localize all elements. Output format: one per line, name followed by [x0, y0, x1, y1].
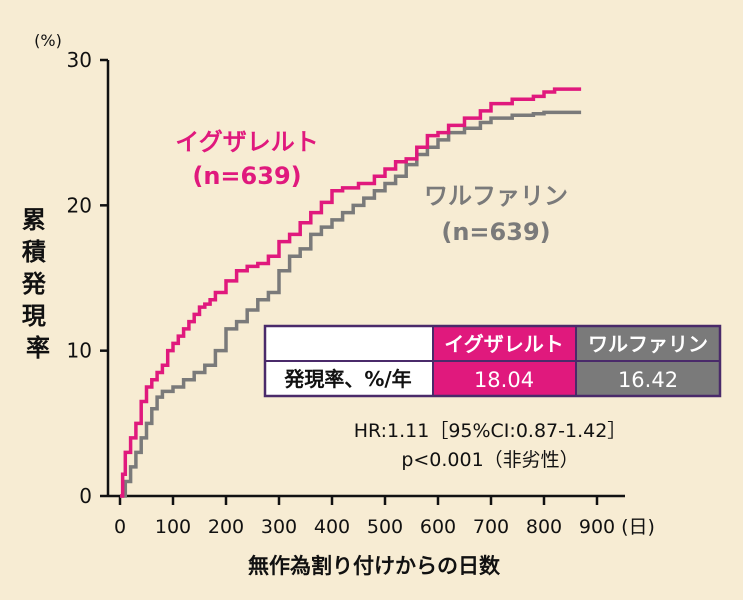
- x-ticks: 0 100 200 300 400 500 600 700 800 900: [114, 496, 615, 538]
- x-tick-label: 800: [526, 516, 562, 538]
- x-axis-label: 無作為割り付けからの日数: [248, 554, 501, 578]
- series-line-xarelto: [120, 87, 582, 498]
- series-n-warfarin: (n=639): [441, 218, 550, 246]
- series-label-warfarin: ワルファリン: [424, 182, 568, 210]
- table-row-label: 発現率、%/年: [283, 367, 411, 391]
- y-tick-label: 30: [67, 48, 92, 72]
- x-tick-label: 900: [579, 516, 615, 538]
- incidence-table: イグザレルト ワルファリン 発現率、%/年 18.04 16.42: [263, 324, 722, 398]
- x-tick-label: 300: [261, 516, 297, 538]
- y-tick-label: 10: [67, 339, 92, 363]
- table-header-warfarin: [576, 326, 720, 361]
- series-n-xarelto: (n=639): [192, 162, 301, 190]
- x-tick-label: 0: [114, 516, 126, 538]
- y-axis-label: 累 積 発 現 率: [21, 206, 54, 362]
- series-line-warfarin: [120, 110, 582, 498]
- x-tick-label: 400: [314, 516, 350, 538]
- y-ticks: 0 10 20 30: [67, 48, 108, 508]
- x-tick-label: 700: [473, 516, 509, 538]
- table-header-label-xarelto: イグザレルト: [444, 332, 564, 356]
- x-unit-label: (日): [621, 516, 655, 538]
- x-tick-label: 500: [367, 516, 403, 538]
- table-value-xarelto: 18.04: [474, 368, 534, 392]
- table-cell-warfarin: [576, 361, 720, 396]
- table-header-label-warfarin: ワルファリン: [588, 332, 708, 356]
- table-header-xarelto: [433, 326, 576, 361]
- p-annotation: p<0.001（非劣性）: [401, 449, 578, 471]
- x-tick-label: 100: [155, 516, 191, 538]
- x-tick-label: 600: [420, 516, 456, 538]
- y-unit-label: (%): [34, 31, 62, 50]
- series-label-xarelto: イグザレルト: [175, 128, 319, 156]
- table-cell-xarelto: [433, 361, 576, 396]
- table-value-warfarin: 16.42: [618, 368, 678, 392]
- y-tick-label: 0: [79, 484, 92, 508]
- x-tick-label: 200: [208, 516, 244, 538]
- y-tick-label: 20: [67, 193, 92, 217]
- hr-annotation: HR:1.11［95%CI:0.87-1.42］: [354, 420, 627, 442]
